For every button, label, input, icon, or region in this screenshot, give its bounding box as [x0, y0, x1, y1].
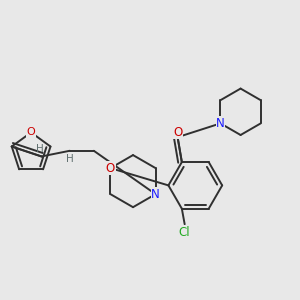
Text: N: N	[216, 117, 225, 130]
Text: Cl: Cl	[179, 226, 190, 239]
Text: O: O	[106, 162, 115, 175]
Text: H: H	[36, 143, 44, 154]
Text: O: O	[27, 128, 35, 137]
Text: N: N	[151, 188, 160, 201]
Text: O: O	[173, 126, 182, 139]
Text: H: H	[66, 154, 74, 164]
